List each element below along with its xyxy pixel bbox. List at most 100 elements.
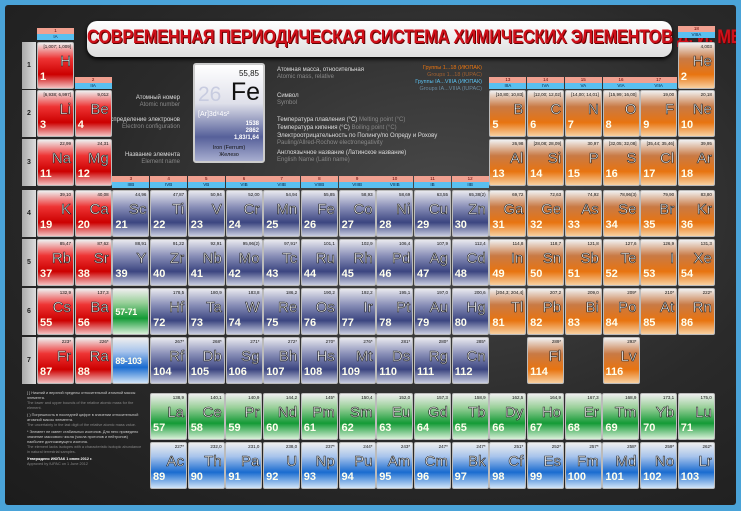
element-cell[interactable]: 238,0 U 92 [263, 442, 301, 489]
element-cell[interactable]: 83,80 Kr 36 [677, 190, 715, 237]
element-cell[interactable]: 293* Lv 116 [602, 337, 640, 384]
element-cell[interactable]: 226* Ra 88 [74, 337, 112, 384]
element-cell[interactable]: 30,97 P 15 [564, 139, 602, 186]
element-cell[interactable]: 145* Pm 61 [300, 393, 338, 440]
element-cell[interactable]: 50,94 V 23 [187, 190, 225, 237]
element-cell[interactable]: 289* Fl 114 [527, 337, 565, 384]
element-cell[interactable]: 140,9 Pr 59 [225, 393, 263, 440]
element-cell[interactable]: [28,08; 28,09] Si 14 [527, 139, 565, 186]
element-cell[interactable]: 74,92 As 33 [564, 190, 602, 237]
element-cell[interactable]: 9,012 Be 4 [74, 90, 112, 137]
element-cell[interactable]: 54,94 Mn 25 [263, 190, 301, 237]
element-cell[interactable]: 58,93 Co 27 [338, 190, 376, 237]
element-cell[interactable]: 102,9 Rh 45 [338, 239, 376, 286]
element-cell[interactable]: 252* Es 99 [527, 442, 564, 489]
element-cell[interactable]: 95,96(2) Mo 42 [225, 239, 263, 286]
element-cell[interactable]: [6,938; 6,997] Li 3 [37, 90, 74, 137]
element-cell[interactable]: 150,4 Sm 62 [338, 393, 376, 440]
element-cell[interactable]: 183,8 W 74 [225, 288, 263, 335]
element-cell[interactable]: 87,62 Sr 38 [74, 239, 112, 286]
element-cell[interactable]: 197,0 Au 79 [414, 288, 451, 335]
element-cell[interactable]: 58,69 Ni 28 [376, 190, 414, 237]
element-cell[interactable]: 186,2 Re 75 [263, 288, 301, 335]
element-cell[interactable]: 85,47 Rb 37 [37, 239, 74, 286]
element-cell[interactable]: [35,44; 35,46] Cl 17 [640, 139, 678, 186]
element-cell[interactable]: 167,3 Er 68 [564, 393, 602, 440]
element-cell[interactable]: 144,2 Nd 60 [263, 393, 301, 440]
element-cell[interactable]: 24,31 Mg 12 [74, 139, 112, 186]
element-cell[interactable]: 271* Sg 106 [225, 337, 263, 384]
element-cell[interactable]: 22,99 Na 11 [37, 139, 74, 186]
element-cell[interactable]: [12,00; 12,02] C 6 [527, 90, 565, 137]
element-cell[interactable]: 137,3 Ba 56 [74, 288, 112, 335]
element-cell[interactable]: 178,5 Hf 72 [150, 288, 188, 335]
element-cell[interactable]: 39,10 K 19 [37, 190, 74, 237]
element-cell[interactable]: 39,95 Ar 18 [677, 139, 715, 186]
element-cell[interactable]: 168,9 Tm 69 [602, 393, 640, 440]
element-cell[interactable]: 107,9 Ag 47 [414, 239, 451, 286]
element-cell[interactable]: 69,72 Ga 31 [489, 190, 527, 237]
element-cell[interactable]: 127,6 Te 52 [602, 239, 640, 286]
element-cell[interactable]: 126,9 I 53 [640, 239, 678, 286]
element-cell[interactable]: 91,22 Zr 40 [150, 239, 188, 286]
element-cell[interactable]: 26,98 Al 13 [489, 139, 527, 186]
element-cell[interactable]: 4,003 He 2 [677, 42, 715, 89]
element-cell[interactable]: 272* Bh 107 [263, 337, 301, 384]
element-cell[interactable]: 97,91* Tc 43 [263, 239, 301, 286]
element-cell[interactable]: 158,9 Tb 65 [451, 393, 489, 440]
element-cell[interactable]: 285* Cn 112 [451, 337, 489, 384]
element-cell[interactable]: 190,2 Os 76 [300, 288, 338, 335]
element-cell[interactable]: 231,0 Pa 91 [225, 442, 263, 489]
element-cell[interactable]: 65,38(2) Zn 30 [451, 190, 489, 237]
element-cell[interactable]: 78,96(3) Se 34 [602, 190, 640, 237]
element-cell[interactable]: [1,007; 1,009] H 1 [37, 42, 74, 89]
element-cell[interactable]: 173,1 Yb 70 [640, 393, 678, 440]
element-cell[interactable]: 247* Bk 97 [451, 442, 489, 489]
element-cell[interactable]: 258* Md 101 [602, 442, 640, 489]
element-cell[interactable]: 251* Cf 98 [489, 442, 527, 489]
element-cell[interactable]: 72,63 Ge 32 [527, 190, 565, 237]
element-cell[interactable]: 118,7 Sn 50 [527, 239, 565, 286]
element-cell[interactable]: 140,1 Ce 58 [187, 393, 225, 440]
element-cell[interactable]: 138,9 La 57 [150, 393, 187, 440]
element-cell[interactable]: 106,4 Pd 46 [376, 239, 414, 286]
element-cell[interactable]: 276* Mt 109 [338, 337, 376, 384]
element-cell[interactable]: 232,0 Th 90 [187, 442, 225, 489]
element-cell[interactable]: 47,87 Ti 22 [150, 190, 188, 237]
element-cell[interactable]: [204,3; 204,4] Tl 81 [489, 288, 527, 335]
element-cell[interactable]: 209,0 Bi 83 [564, 288, 602, 335]
element-cell[interactable]: 175,0 Lu 71 [677, 393, 715, 440]
element-cell[interactable]: 210* At 85 [640, 288, 678, 335]
element-cell[interactable]: 164,9 Ho 67 [527, 393, 564, 440]
element-cell[interactable]: 121,8 Sb 51 [564, 239, 602, 286]
element-cell[interactable]: 63,55 Cu 29 [414, 190, 451, 237]
element-cell[interactable]: 88,91 Y 39 [112, 239, 150, 286]
element-cell[interactable]: 79,90 Br 35 [640, 190, 678, 237]
element-cell[interactable]: 44,96 Sc 21 [112, 190, 150, 237]
element-cell[interactable]: 267* Rf 104 [150, 337, 188, 384]
element-cell[interactable]: 57-71 [112, 288, 150, 335]
element-cell[interactable]: 55,85 Fe 26 [300, 190, 338, 237]
element-cell[interactable]: 180,9 Ta 73 [187, 288, 225, 335]
element-cell[interactable]: [14,00; 14,01] N 7 [564, 90, 602, 137]
element-cell[interactable]: 270* Hs 108 [300, 337, 338, 384]
element-cell[interactable]: 157,3 Gd 64 [413, 393, 451, 440]
element-cell[interactable]: 114,8 In 49 [489, 239, 527, 286]
element-cell[interactable]: 132,9 Cs 55 [37, 288, 74, 335]
element-cell[interactable]: 243* Am 95 [376, 442, 414, 489]
element-cell[interactable]: [10,80; 10,83] B 5 [489, 90, 527, 137]
element-cell[interactable]: 192,2 Ir 77 [338, 288, 376, 335]
element-cell[interactable]: 281* Ds 110 [376, 337, 414, 384]
element-cell[interactable]: 257* Fm 100 [564, 442, 602, 489]
element-cell[interactable]: 262* Lr 103 [677, 442, 715, 489]
element-cell[interactable]: 92,91 Nb 41 [187, 239, 225, 286]
element-cell[interactable]: 237* Np 93 [300, 442, 338, 489]
element-cell[interactable]: 152,0 Eu 63 [376, 393, 414, 440]
element-cell[interactable]: 268* Db 105 [187, 337, 225, 384]
element-cell[interactable]: 52,00 Cr 24 [225, 190, 263, 237]
element-cell[interactable]: 227* Ac 89 [150, 442, 187, 489]
element-cell[interactable]: 259* No 102 [640, 442, 678, 489]
element-cell[interactable]: 112,4 Cd 48 [451, 239, 489, 286]
element-cell[interactable]: 101,1 Ru 44 [300, 239, 338, 286]
element-cell[interactable]: 131,3 Xe 54 [677, 239, 715, 286]
